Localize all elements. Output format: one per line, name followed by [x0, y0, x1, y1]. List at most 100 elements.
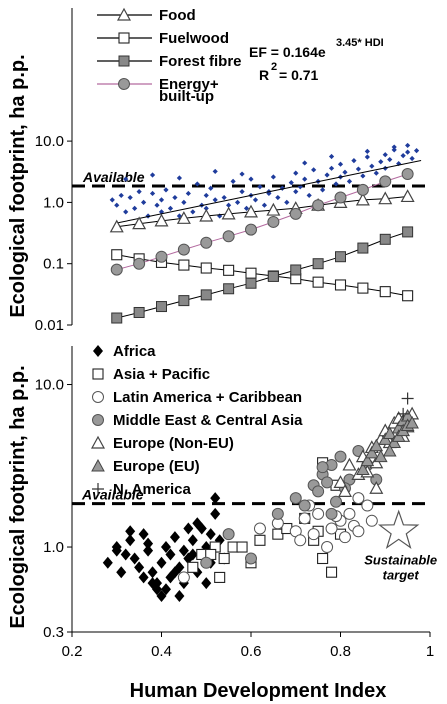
region-point: [129, 552, 140, 565]
series-point: [290, 264, 302, 276]
data-dot: [346, 178, 353, 185]
region-point: [325, 566, 338, 578]
series-point: [110, 263, 123, 276]
series-point: [245, 223, 257, 236]
data-dot: [234, 199, 241, 205]
available-label: Available: [82, 169, 145, 185]
region-point: [338, 531, 351, 544]
region-point: [312, 507, 325, 520]
data-dot: [221, 194, 227, 201]
region-point: [187, 561, 199, 573]
data-dot: [387, 156, 393, 163]
legend-label: Energy+: [159, 76, 219, 93]
region-point: [156, 556, 167, 569]
series-point: [109, 219, 124, 233]
data-dot: [364, 154, 370, 160]
region-point: [210, 492, 221, 505]
data-dot: [302, 160, 308, 166]
region-point: [253, 522, 266, 535]
series-point: [177, 243, 190, 256]
series-point: [176, 211, 191, 224]
region-point: [210, 507, 221, 520]
series-point: [379, 233, 391, 245]
region-point: [120, 548, 131, 561]
region-point: [352, 492, 365, 505]
region-point: [321, 476, 334, 489]
data-dot: [405, 149, 411, 155]
region-point: [200, 556, 213, 569]
region-point: [147, 566, 158, 579]
region-point: [125, 525, 136, 538]
series-point: [357, 242, 369, 254]
legend-label: Middle East & Central Asia: [113, 412, 303, 429]
series-point: [245, 267, 257, 279]
series-point: [334, 191, 347, 204]
legend-label: Europe (Non-EU): [113, 435, 234, 452]
region-point: [333, 475, 348, 488]
data-dot: [239, 189, 245, 195]
legend-marker: [93, 345, 103, 357]
data-dot: [342, 169, 348, 175]
series-point: [312, 276, 324, 288]
series-point: [133, 257, 146, 270]
data-dot: [248, 176, 254, 182]
target-label: Sustainable: [364, 552, 437, 567]
y-axis-title-bottom: Ecological footprint, ha p.p.: [7, 365, 29, 628]
data-dot: [297, 184, 303, 190]
data-dot: [212, 168, 218, 175]
region-point: [177, 571, 190, 584]
data-dot: [132, 205, 138, 211]
data-dot: [293, 170, 299, 176]
series-point: [402, 226, 414, 238]
series-point: [222, 230, 235, 243]
series-point: [266, 202, 281, 216]
data-dot: [185, 190, 191, 197]
region-point: [201, 577, 212, 590]
series-point: [267, 215, 280, 228]
series-point: [379, 175, 392, 188]
data-dot: [400, 153, 406, 159]
data-dot: [351, 158, 357, 164]
region-point: [165, 548, 176, 561]
data-dot: [239, 171, 245, 177]
series-point: [312, 199, 325, 212]
region-point: [360, 453, 375, 467]
legend-label: Asia + Pacific: [113, 366, 210, 383]
series-point: [378, 191, 393, 205]
data-dot: [127, 194, 133, 201]
data-dot: [337, 161, 344, 167]
data-dot: [149, 190, 156, 197]
legend-marker: [116, 7, 132, 21]
data-dot: [158, 197, 165, 203]
series-point: [111, 249, 123, 261]
region-point: [236, 541, 248, 553]
data-dot: [413, 147, 420, 154]
top-chart-panel: 0.01 0.1 1.0 10.0 Available Food Fuelwood Fores…: [35, 7, 430, 334]
region-point: [294, 534, 307, 547]
region-point: [401, 392, 414, 405]
series-point: [401, 168, 414, 181]
data-dot: [369, 163, 375, 169]
region-point: [361, 499, 374, 512]
data-dot: [203, 192, 209, 199]
legend-marker: [92, 391, 104, 403]
data-dot: [141, 199, 147, 205]
series-point: [223, 283, 235, 295]
region-point: [218, 552, 230, 565]
series-point: [178, 295, 190, 307]
data-dot: [373, 170, 379, 176]
region-point: [169, 566, 180, 579]
legend-marker: [118, 32, 130, 44]
x-tick-label: 1: [426, 643, 434, 660]
x-tick-label: 0.2: [62, 643, 83, 660]
region-point: [369, 480, 384, 494]
region-point: [356, 462, 370, 475]
legend-marker: [91, 458, 105, 472]
data-dot: [320, 187, 326, 193]
region-point: [160, 583, 171, 596]
data-dot: [176, 175, 182, 181]
data-dot: [109, 197, 115, 203]
region-point: [317, 552, 329, 565]
bottom-chart-panel: 0.3 1.0 10.0 0.2 0.4 0.6 0.8 1 Available Sustaina…: [35, 343, 437, 660]
data-dot: [275, 194, 281, 201]
